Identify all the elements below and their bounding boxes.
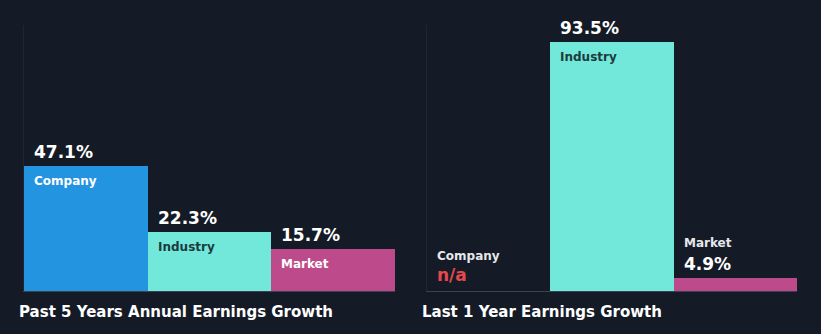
svg-text:n/a: n/a (437, 265, 467, 285)
svg-text:Past 5 Years Annual Earnings G: Past 5 Years Annual Earnings Growth (19, 303, 333, 321)
svg-text:22.3%: 22.3% (158, 208, 217, 228)
svg-text:Market: Market (684, 236, 732, 250)
svg-text:Last 1 Year Earnings Growth: Last 1 Year Earnings Growth (422, 303, 662, 321)
svg-text:Industry: Industry (560, 50, 617, 64)
svg-text:Industry: Industry (158, 240, 215, 254)
svg-text:47.1%: 47.1% (34, 142, 93, 162)
svg-text:Company: Company (34, 174, 97, 188)
svg-text:Market: Market (281, 257, 329, 271)
svg-text:15.7%: 15.7% (281, 225, 340, 245)
svg-text:4.9%: 4.9% (684, 254, 731, 274)
svg-text:Company: Company (437, 249, 500, 263)
svg-text:93.5%: 93.5% (560, 18, 619, 38)
